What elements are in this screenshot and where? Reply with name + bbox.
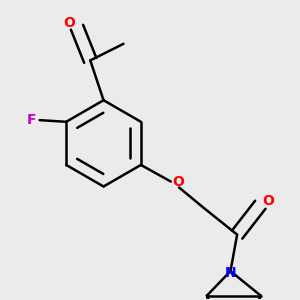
Text: F: F <box>27 113 36 127</box>
Text: O: O <box>63 16 75 30</box>
Text: O: O <box>172 175 184 188</box>
Text: N: N <box>225 266 236 280</box>
Text: O: O <box>263 194 274 208</box>
